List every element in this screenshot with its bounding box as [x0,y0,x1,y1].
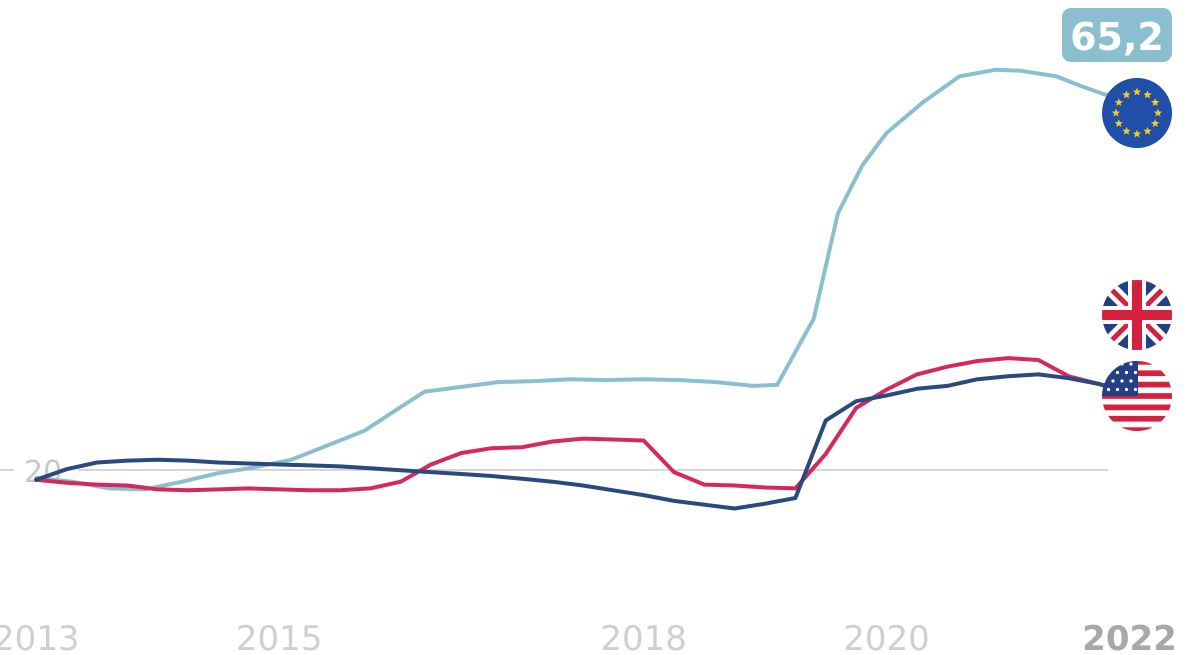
uk-flag-icon [1102,280,1172,350]
eu-star-icon [1111,108,1121,117]
eu-star-icon [1143,90,1152,99]
series-line-uk [34,356,1132,493]
eu-star-icon [1153,108,1163,117]
xtick-label-2018: 2018 [600,619,687,655]
eu-star-icon [1114,98,1123,107]
eu-star-icon [1132,129,1142,138]
eu-star-icon [1151,119,1160,128]
eu-star-icon [1132,87,1142,96]
eu-star-icon [1151,98,1160,107]
xtick-label-2020: 2020 [843,619,930,655]
eu-star-icon [1122,126,1131,135]
eu-star-icon [1122,90,1131,99]
series-line-eu [34,67,1132,492]
xtick-label-2015: 2015 [236,619,323,655]
x-axis-ticks: 2013 2015 2018 2020 2022 [0,619,1177,655]
eu-star-icon [1114,119,1123,128]
callout-value: 65,2 [1070,15,1164,59]
eu-star-icon [1143,126,1152,135]
xtick-label-2022: 2022 [1082,619,1177,655]
callout-badge [1062,8,1172,62]
series-line-us [34,372,1132,511]
us-flag-icon [1102,361,1172,431]
eu-flag-icon [1102,78,1172,148]
value-callout: 65,2 [1062,8,1172,62]
xtick-label-2013: 2013 [0,619,79,655]
